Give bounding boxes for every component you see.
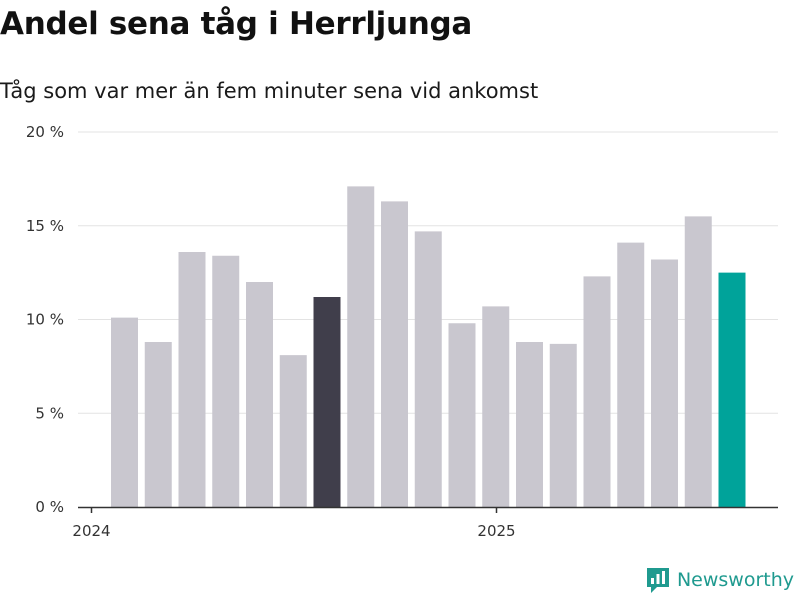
brand-name: Newsworthy — [676, 569, 794, 591]
y-axis: 0 % 5 % 10 % 15 % 20 % — [26, 123, 64, 516]
newsworthy-logo-icon — [646, 568, 669, 593]
bar-2024-11 — [448, 323, 476, 507]
chart-title: Andel sena tåg i Herrljunga — [0, 6, 473, 42]
x-axis: 2024 2025 — [72, 506, 778, 540]
bar-2025-01 — [516, 342, 543, 507]
chart-subtitle: Tåg som var mer än fem minuter sena vid … — [0, 79, 539, 103]
bar-2024-10 — [414, 231, 442, 507]
bar-2024-09 — [381, 201, 408, 507]
bar-2025-05 — [651, 259, 678, 507]
brand: Newsworthy — [645, 566, 794, 594]
bars — [111, 186, 746, 507]
bar-2024-08 — [347, 186, 375, 507]
bar-2025-04 — [617, 242, 645, 507]
bar-2024-06 — [279, 355, 307, 507]
bar-2024-05 — [246, 282, 273, 507]
y-tick-label: 15 % — [26, 217, 64, 235]
bar-2025-03 — [583, 276, 611, 507]
bar-2024-03 — [178, 252, 206, 507]
bar-2024-12 — [482, 306, 510, 507]
bar-2025-06 — [684, 216, 712, 507]
x-tick-label: 2025 — [477, 522, 515, 540]
bar-2025-07 — [718, 272, 746, 507]
x-tick-label: 2024 — [72, 522, 110, 540]
bar-2024-02 — [144, 342, 172, 507]
bar-2025-02 — [549, 343, 577, 507]
y-tick-label: 0 % — [35, 498, 64, 516]
y-tick-label: 10 % — [26, 311, 64, 329]
y-tick-label: 20 % — [26, 123, 64, 141]
bar-2024-07 — [313, 297, 341, 507]
y-tick-label: 5 % — [35, 404, 64, 422]
bar-2024-04 — [212, 255, 240, 507]
bar-2024-01 — [111, 317, 138, 507]
